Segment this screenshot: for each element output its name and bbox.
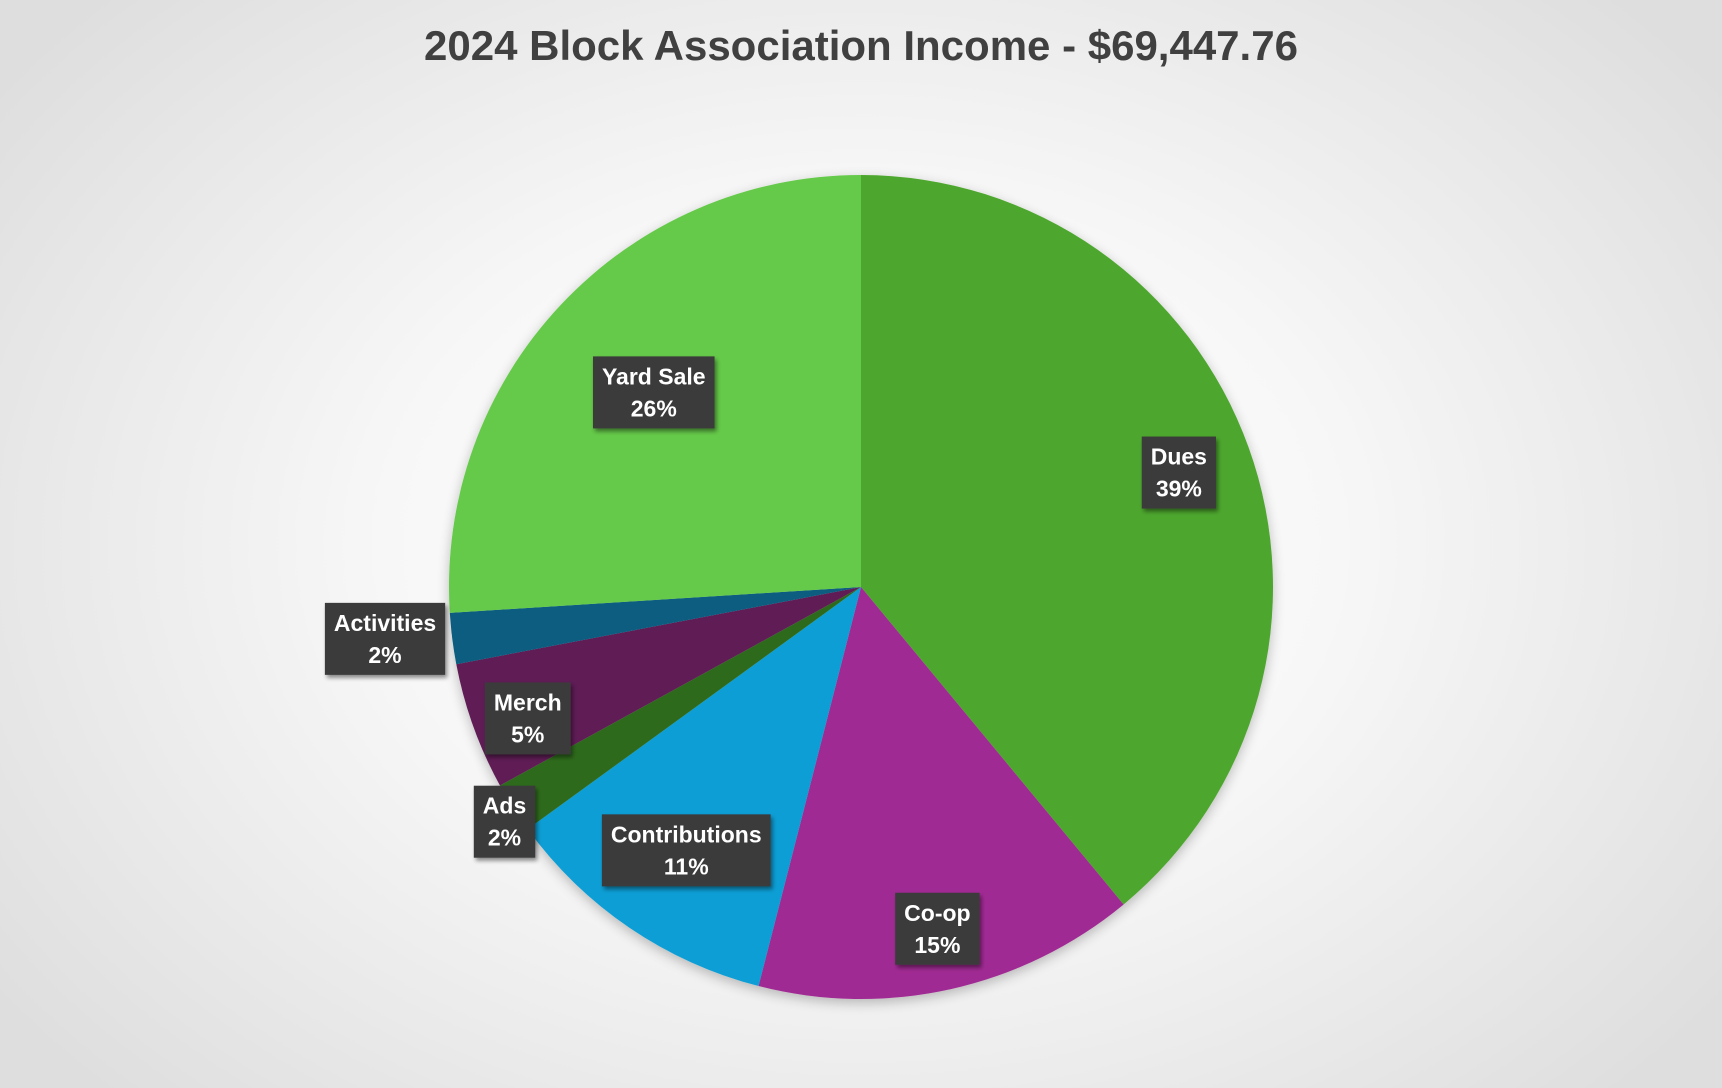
- data-label-percent: 5%: [511, 721, 544, 747]
- pie-slice-dues: [861, 175, 1273, 905]
- data-label-percent: 2%: [368, 642, 401, 668]
- data-label-box: [1141, 436, 1216, 509]
- data-label-category: Activities: [334, 610, 436, 636]
- pie-slice-ads: [499, 587, 861, 830]
- data-label-category: Merch: [494, 689, 562, 715]
- data-label-percent: 15%: [914, 932, 960, 958]
- chart-title: 2024 Block Association Income - $69,447.…: [424, 22, 1298, 69]
- data-label-box: [601, 814, 771, 887]
- data-label-dues: Dues 39%: [1141, 436, 1216, 509]
- data-label-ads: Ads 2%: [473, 785, 536, 858]
- data-label-box: [484, 682, 571, 755]
- data-label-co-op: Co-op 15%: [895, 892, 980, 965]
- data-label-box: [895, 892, 980, 965]
- data-label-box: [473, 785, 536, 858]
- data-label-yard-sale: Yard Sale 26%: [592, 356, 715, 429]
- data-label-contributions: Contributions 11%: [601, 814, 771, 887]
- data-label-percent: 2%: [488, 825, 521, 851]
- pie-slices: [449, 175, 1273, 999]
- data-label-box: [324, 602, 446, 675]
- data-label-category: Co-op: [904, 900, 970, 926]
- data-label-percent: 26%: [631, 395, 677, 421]
- data-label-category: Contributions: [611, 821, 762, 847]
- data-label-category: Yard Sale: [602, 363, 706, 389]
- data-label-percent: 39%: [1156, 476, 1202, 502]
- pie-slice-co-op: [758, 587, 1124, 999]
- data-label-percent: 11%: [664, 853, 709, 879]
- data-label-category: Dues: [1151, 444, 1207, 470]
- data-label-activities: Activities 2%: [324, 602, 446, 675]
- pie-data-labels: Dues 39% Co-op 15% Contributions 11% Ads 2% Merc…: [324, 356, 1216, 965]
- data-label-box: [592, 356, 715, 429]
- data-label-merch: Merch 5%: [484, 682, 571, 755]
- data-label-category: Ads: [483, 793, 526, 819]
- pie-slice-activities: [449, 587, 861, 665]
